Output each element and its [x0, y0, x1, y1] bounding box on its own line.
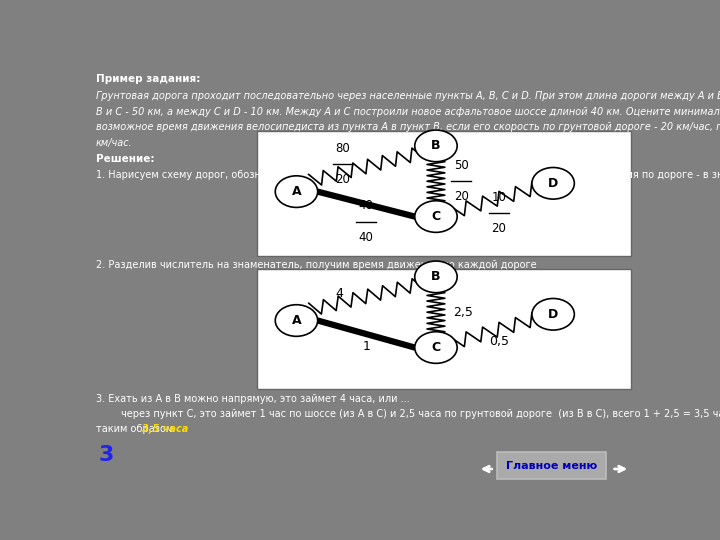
- Text: 3,5 часа: 3,5 часа: [142, 424, 188, 434]
- Circle shape: [275, 305, 318, 336]
- Text: 3. Ехать из А в В можно напрямую, это займет 4 часа, или ...: 3. Ехать из А в В можно напрямую, это за…: [96, 394, 409, 404]
- Circle shape: [415, 201, 457, 232]
- Circle shape: [415, 261, 457, 293]
- Circle shape: [275, 176, 318, 207]
- Text: C: C: [431, 341, 441, 354]
- Text: 0,5: 0,5: [489, 335, 509, 348]
- Circle shape: [532, 299, 575, 330]
- Circle shape: [415, 332, 457, 363]
- Text: 80: 80: [336, 141, 350, 154]
- Circle shape: [532, 167, 575, 199]
- Text: A: A: [292, 314, 301, 327]
- Text: км/час.: км/час.: [96, 138, 132, 147]
- Text: 4: 4: [336, 287, 343, 300]
- Text: 20: 20: [454, 191, 469, 204]
- Text: 3: 3: [99, 445, 114, 465]
- Text: B: B: [431, 271, 441, 284]
- Text: C: C: [431, 210, 441, 223]
- Text: 2. Разделив числитель на знаменатель, получим время движения по каждой дороге: 2. Разделив числитель на знаменатель, по…: [96, 260, 536, 270]
- Text: 40: 40: [359, 231, 374, 244]
- Text: 10: 10: [492, 191, 506, 204]
- Text: Грунтовая дорога проходит последовательно через населенные пункты А, В, С и D. П: Грунтовая дорога проходит последовательн…: [96, 91, 720, 102]
- Text: 1: 1: [362, 340, 370, 353]
- Text: 40: 40: [359, 199, 374, 212]
- Text: B: B: [431, 139, 441, 152]
- Text: через пункт С, это займет 1 час по шоссе (из А в С) и 2,5 часа по грунтовой доро: через пункт С, это займет 1 час по шоссе…: [96, 409, 720, 419]
- Text: Пример задания:: Пример задания:: [96, 74, 200, 84]
- FancyBboxPatch shape: [258, 131, 631, 256]
- Text: .: .: [168, 424, 171, 434]
- Circle shape: [415, 130, 457, 161]
- Text: Решение:: Решение:: [96, 154, 154, 164]
- Text: 2,5: 2,5: [453, 306, 473, 319]
- Text: 50: 50: [454, 159, 469, 172]
- Text: В и С - 50 км, а между С и D - 10 км. Между А и С построили новое асфальтовое шо: В и С - 50 км, а между С и D - 10 км. Ме…: [96, 107, 720, 117]
- Text: 20: 20: [492, 222, 506, 235]
- Text: 20: 20: [336, 173, 350, 186]
- Text: Главное меню: Главное меню: [506, 461, 598, 471]
- Text: 1. Нарисуем схему дорог, обозначив данные в виде дроби (расстояние в числителе, : 1. Нарисуем схему дорог, обозначив данны…: [96, 170, 720, 180]
- Text: D: D: [548, 177, 558, 190]
- FancyBboxPatch shape: [498, 453, 606, 480]
- Text: возможное время движения велосипедиста из пункта А в пункт В, если его скорость : возможное время движения велосипедиста и…: [96, 122, 720, 132]
- Text: A: A: [292, 185, 301, 198]
- Text: таким образом: таким образом: [96, 424, 176, 434]
- Text: D: D: [548, 308, 558, 321]
- FancyBboxPatch shape: [258, 268, 631, 389]
